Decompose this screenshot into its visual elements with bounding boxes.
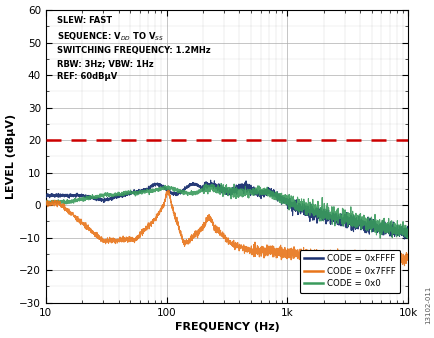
Text: SLEW: FAST
SEQUENCE: V$_{DD}$ TO V$_{SS}$
SWITCHING FREQUENCY: 1.2MHz
RBW: 3Hz; : SLEW: FAST SEQUENCE: V$_{DD}$ TO V$_{SS}… [56, 16, 210, 81]
Legend: CODE = 0xFFFF, CODE = 0x7FFF, CODE = 0x0: CODE = 0xFFFF, CODE = 0x7FFF, CODE = 0x0 [299, 250, 399, 293]
Y-axis label: LEVEL (dBμV): LEVEL (dBμV) [6, 114, 16, 199]
X-axis label: FREQUENCY (Hz): FREQUENCY (Hz) [174, 322, 279, 332]
Text: 13102-011: 13102-011 [424, 286, 431, 324]
